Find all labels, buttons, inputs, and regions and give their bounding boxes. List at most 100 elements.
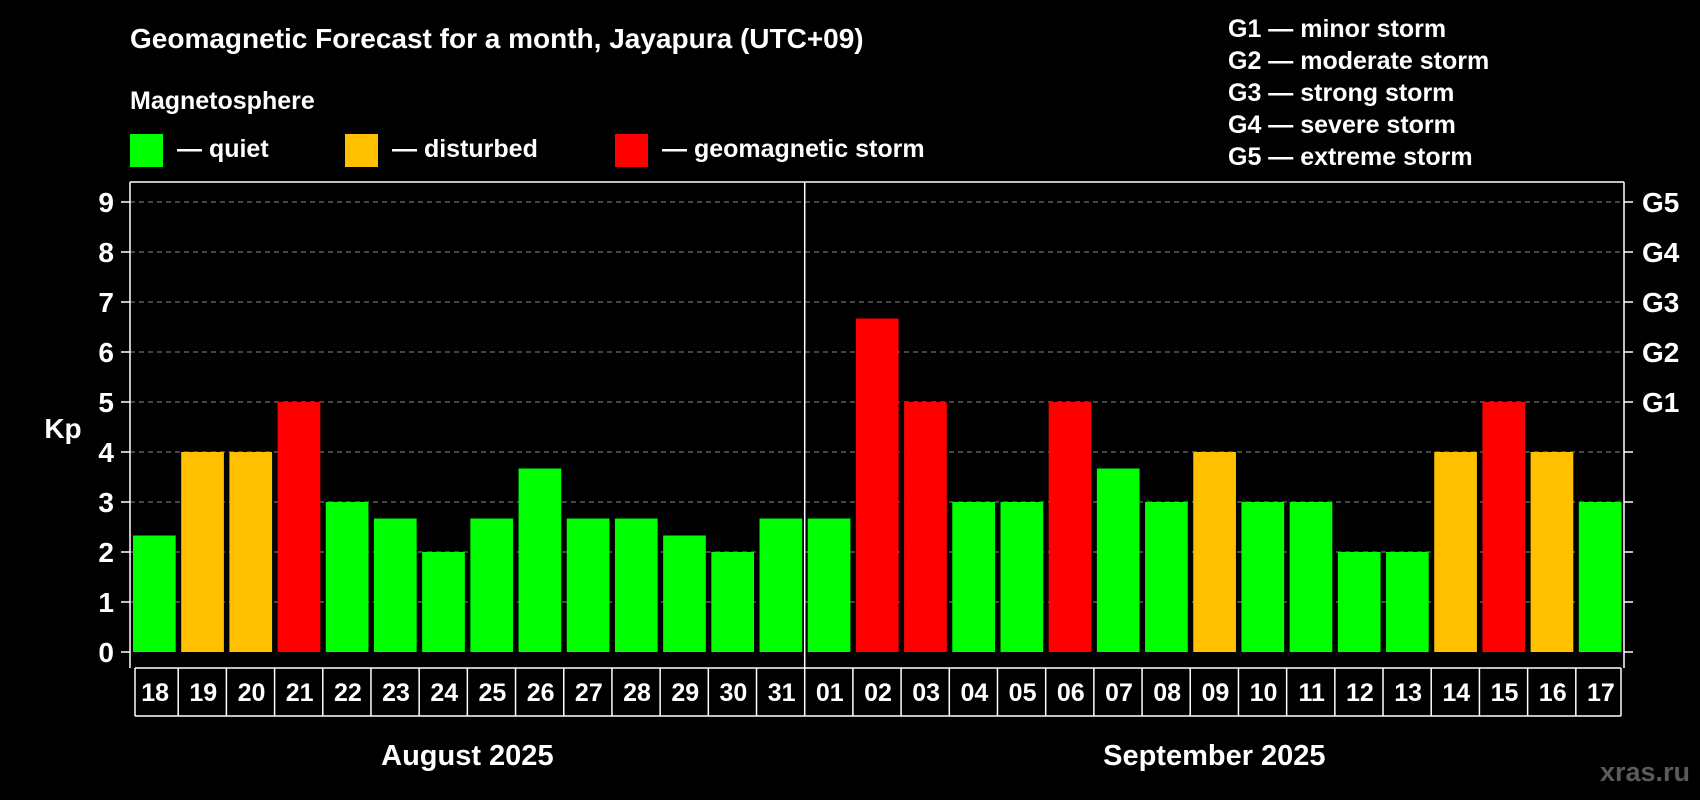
bar-20 [229,452,273,652]
day-label-28: 28 [623,679,651,707]
bar-17 [1578,502,1622,652]
legend: — quiet — disturbed — geomagnetic storm [130,134,925,167]
storm-level-label-G5: G5 [1642,187,1679,218]
day-label-16: 16 [1539,679,1567,707]
bar-30 [711,552,755,652]
bar-03 [904,402,947,652]
day-label-17: 17 [1587,679,1615,707]
bar-12 [1337,552,1381,652]
day-label-12: 12 [1346,679,1374,707]
bar-19 [181,452,224,652]
bar-05 [1000,502,1044,652]
y-tick-label-7: 7 [98,287,114,318]
day-label-15: 15 [1491,679,1519,707]
bar-15 [1482,402,1526,652]
day-label-04: 04 [960,679,988,707]
day-label-07: 07 [1105,679,1133,707]
legend-swatch-2 [615,134,648,167]
y-tick-label-1: 1 [98,587,114,618]
storm-level-label-G3: G3 [1642,287,1679,318]
y-tick-label-6: 6 [98,337,114,368]
legend-label-0: — quiet [177,135,269,163]
bar-23 [373,518,417,652]
storm-scale-item-3: G4 — severe storm [1228,111,1456,139]
day-label-08: 08 [1153,679,1181,707]
y-axis-label: Kp [44,413,81,444]
day-labels: 18 19 20 21 22 23 24 25 26 27 28 29 30 31 01 02 03 04 05 06… [134,667,1622,717]
bar-14 [1434,452,1477,652]
bar-01 [807,518,851,652]
y-axis-ticks: 0 1 2 3 4 5 6 7 8 9 [98,187,130,668]
y-tick-label-8: 8 [98,237,114,268]
storm-scale-item-2: G3 — strong storm [1228,79,1454,107]
month-labels: August 2025 September 2025 [381,740,1325,772]
storm-scale-legend: G1 — minor storm G2 — moderate storm G3 — … [1228,15,1489,171]
axes [129,181,1625,668]
y-tick-label-2: 2 [98,537,114,568]
bar-25 [470,518,514,652]
bar-06 [1048,402,1092,652]
storm-level-label-G1: G1 [1642,387,1679,418]
y-tick-label-0: 0 [98,637,114,668]
day-label-25: 25 [479,679,507,707]
bar-22 [325,502,369,652]
storm-level-label-G2: G2 [1642,337,1679,368]
bar-16 [1530,452,1574,652]
day-label-29: 29 [671,679,699,707]
storm-scale-item-0: G1 — minor storm [1228,15,1446,43]
bar-18 [133,535,176,652]
storm-level-axis: G1 G2 G3 G4 G5 [1624,187,1680,653]
day-label-02: 02 [864,679,892,707]
day-label-21: 21 [286,679,314,707]
storm-scale-item-4: G5 — extreme storm [1228,143,1473,171]
legend-swatch-1 [345,134,378,167]
y-tick-label-4: 4 [98,437,114,468]
bar-29 [663,535,706,652]
chart-title: Geomagnetic Forecast for a month, Jayapu… [130,23,864,54]
bar-28 [614,518,658,652]
day-label-14: 14 [1442,679,1470,707]
day-label-06: 06 [1057,679,1085,707]
bar-04 [952,502,995,652]
legend-swatch-0 [130,134,163,167]
bar-24 [422,552,465,652]
day-label-05: 05 [1009,679,1037,707]
bar-11 [1289,502,1333,652]
day-label-31: 31 [768,679,796,707]
bar-21 [277,402,321,652]
bar-08 [1145,502,1188,652]
day-label-11: 11 [1299,679,1326,707]
day-label-09: 09 [1201,679,1229,707]
bar-27 [566,518,610,652]
storm-scale-item-1: G2 — moderate storm [1228,47,1489,75]
bars [133,318,1622,652]
day-label-23: 23 [382,679,410,707]
legend-heading: Magnetosphere [130,87,315,115]
legend-label-1: — disturbed [392,135,538,163]
bar-07 [1096,468,1140,652]
bar-13 [1386,552,1429,652]
day-label-03: 03 [912,679,940,707]
month-label-0: August 2025 [381,740,553,772]
day-label-22: 22 [334,679,362,707]
day-label-24: 24 [430,679,458,707]
bar-10 [1241,502,1285,652]
bar-09 [1193,452,1236,652]
watermark: xras.ru [1600,757,1690,787]
storm-level-label-G4: G4 [1642,237,1680,268]
y-tick-label-9: 9 [98,187,114,218]
day-label-13: 13 [1394,679,1422,707]
day-label-20: 20 [238,679,266,707]
day-label-19: 19 [189,679,217,707]
bar-26 [518,468,562,652]
day-label-27: 27 [575,679,603,707]
bar-02 [855,318,899,652]
y-tick-label-5: 5 [98,387,114,418]
month-label-1: September 2025 [1103,740,1325,772]
day-label-18: 18 [141,679,169,707]
day-label-10: 10 [1250,679,1278,707]
day-label-26: 26 [527,679,555,707]
day-label-01: 01 [816,679,844,707]
bar-31 [759,518,803,652]
